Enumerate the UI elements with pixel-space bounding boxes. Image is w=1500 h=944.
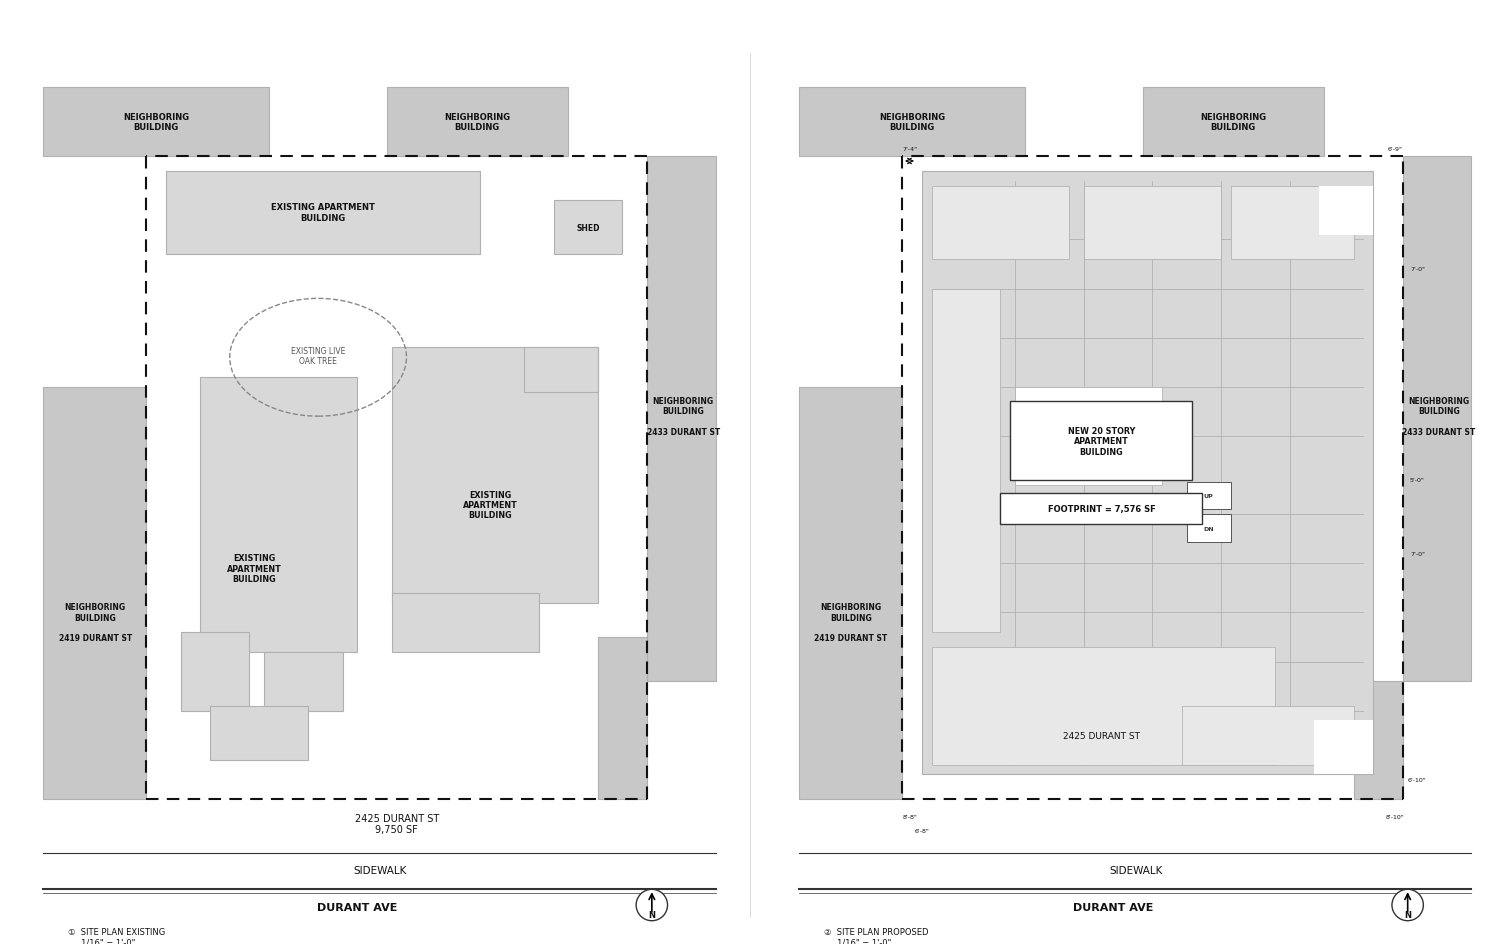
Text: NEIGHBORING
BUILDING: NEIGHBORING BUILDING [1200, 113, 1266, 132]
Text: EXISTING LIVE
OAK TREE: EXISTING LIVE OAK TREE [291, 346, 345, 365]
Text: NEIGHBORING
BUILDING

2419 DURANT ST: NEIGHBORING BUILDING 2419 DURANT ST [815, 602, 888, 643]
Text: DN: DN [1203, 526, 1214, 531]
Text: N: N [1404, 910, 1411, 919]
Text: 5'-0": 5'-0" [1410, 478, 1425, 483]
FancyBboxPatch shape [1186, 482, 1231, 510]
FancyBboxPatch shape [1186, 514, 1231, 542]
FancyBboxPatch shape [1010, 402, 1191, 480]
FancyBboxPatch shape [932, 186, 1070, 260]
FancyBboxPatch shape [392, 593, 538, 652]
Text: 7'-0": 7'-0" [1410, 267, 1425, 272]
Text: 7'-0": 7'-0" [1410, 551, 1425, 557]
FancyBboxPatch shape [1353, 682, 1402, 800]
Text: 7'-4": 7'-4" [903, 146, 918, 152]
FancyBboxPatch shape [646, 157, 716, 682]
Text: N: N [648, 910, 656, 919]
Text: 6'-8": 6'-8" [915, 828, 928, 833]
FancyBboxPatch shape [932, 289, 1000, 632]
FancyBboxPatch shape [147, 157, 646, 800]
Text: SHED: SHED [576, 224, 600, 233]
Text: 8'-10": 8'-10" [1386, 815, 1404, 819]
Text: NEIGHBORING
BUILDING

2433 DURANT ST: NEIGHBORING BUILDING 2433 DURANT ST [646, 396, 720, 437]
Text: NEW 20 STORY
APARTMENT
BUILDING: NEW 20 STORY APARTMENT BUILDING [1068, 427, 1136, 456]
Text: NEIGHBORING
BUILDING

2433 DURANT ST: NEIGHBORING BUILDING 2433 DURANT ST [1402, 396, 1476, 437]
Text: NEIGHBORING
BUILDING: NEIGHBORING BUILDING [444, 113, 510, 132]
FancyBboxPatch shape [180, 632, 249, 711]
FancyBboxPatch shape [44, 88, 268, 157]
Text: 6'-10": 6'-10" [1408, 777, 1426, 782]
Text: SIDEWALK: SIDEWALK [354, 865, 407, 875]
Text: 2425 DURANT ST: 2425 DURANT ST [1064, 731, 1140, 740]
Circle shape [636, 889, 668, 920]
FancyBboxPatch shape [1402, 157, 1472, 682]
FancyBboxPatch shape [1143, 88, 1324, 157]
FancyBboxPatch shape [1314, 720, 1374, 775]
FancyBboxPatch shape [1182, 706, 1353, 765]
Text: SIDEWALK: SIDEWALK [1108, 865, 1162, 875]
FancyBboxPatch shape [201, 378, 357, 652]
Text: 8'-8": 8'-8" [903, 815, 918, 819]
Text: EXISTING APARTMENT
BUILDING: EXISTING APARTMENT BUILDING [272, 203, 375, 223]
Text: 6'-9": 6'-9" [1388, 146, 1402, 152]
Text: FOOTPRINT = 7,576 SF: FOOTPRINT = 7,576 SF [1047, 504, 1155, 514]
Circle shape [1392, 889, 1423, 920]
FancyBboxPatch shape [554, 201, 622, 255]
Text: DURANT AVE: DURANT AVE [1072, 902, 1154, 912]
Text: ②  SITE PLAN PROPOSED
     1/16" = 1'-0": ② SITE PLAN PROPOSED 1/16" = 1'-0" [824, 927, 928, 944]
Text: EXISTING
APARTMENT
BUILDING: EXISTING APARTMENT BUILDING [226, 554, 282, 583]
FancyBboxPatch shape [387, 88, 568, 157]
FancyBboxPatch shape [1083, 186, 1221, 260]
FancyBboxPatch shape [44, 387, 147, 800]
Text: EXISTING
APARTMENT
BUILDING: EXISTING APARTMENT BUILDING [462, 490, 518, 520]
Text: NEIGHBORING
BUILDING: NEIGHBORING BUILDING [123, 113, 189, 132]
Text: DURANT AVE: DURANT AVE [316, 902, 398, 912]
FancyBboxPatch shape [598, 637, 646, 800]
Text: 2425 DURANT ST
9,750 SF: 2425 DURANT ST 9,750 SF [354, 813, 440, 834]
FancyBboxPatch shape [264, 652, 342, 711]
Text: NEIGHBORING
BUILDING: NEIGHBORING BUILDING [879, 113, 945, 132]
FancyBboxPatch shape [800, 88, 1024, 157]
FancyBboxPatch shape [166, 172, 480, 255]
FancyBboxPatch shape [1232, 186, 1353, 260]
FancyBboxPatch shape [524, 348, 599, 392]
FancyBboxPatch shape [392, 348, 598, 603]
FancyBboxPatch shape [922, 172, 1374, 775]
Text: UP: UP [1203, 494, 1214, 498]
FancyBboxPatch shape [210, 706, 309, 760]
FancyBboxPatch shape [932, 648, 1275, 765]
Text: NEIGHBORING
BUILDING

2419 DURANT ST: NEIGHBORING BUILDING 2419 DURANT ST [58, 602, 132, 643]
FancyBboxPatch shape [1000, 493, 1202, 525]
FancyBboxPatch shape [1016, 387, 1162, 485]
Text: ①  SITE PLAN EXISTING
     1/16" = 1'-0": ① SITE PLAN EXISTING 1/16" = 1'-0" [68, 927, 165, 944]
FancyBboxPatch shape [800, 387, 901, 800]
FancyBboxPatch shape [1320, 186, 1374, 235]
